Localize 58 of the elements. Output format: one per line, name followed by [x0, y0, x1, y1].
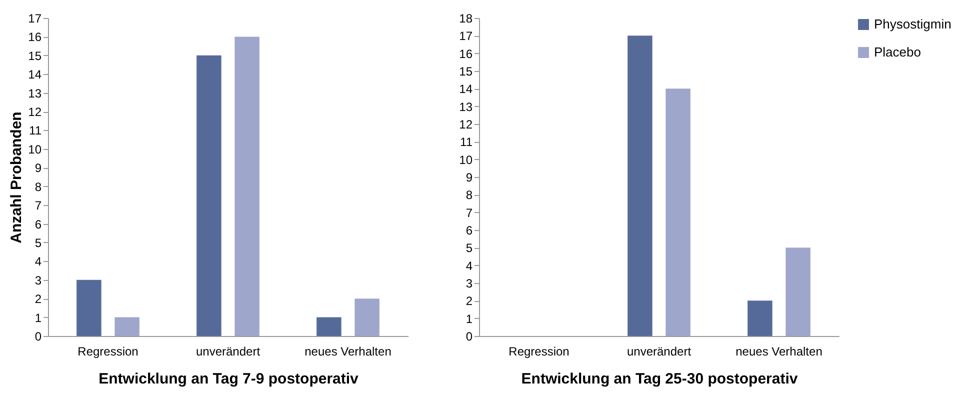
x-axis-title: Entwicklung an Tag 25-30 postoperativ	[521, 370, 798, 388]
bar	[786, 248, 810, 336]
y-tick-label: 14	[28, 68, 42, 82]
y-tick-label: 6	[34, 217, 42, 232]
y-tick-label: 10	[459, 152, 473, 167]
x-tick-label: Regression	[78, 344, 138, 358]
y-tick-label: 17	[459, 29, 473, 44]
y-tick-label: 3	[34, 273, 42, 288]
y-tick-label: 2	[34, 292, 42, 306]
y-axis-title: Anzahl Probanden	[8, 112, 26, 244]
y-tick-label: 11	[460, 135, 473, 150]
y-tick-label: 16	[459, 46, 473, 61]
y-tick-label: 15	[28, 48, 42, 63]
legend-label: Placebo	[874, 44, 921, 60]
y-tick-label: 12	[459, 118, 473, 132]
y-tick-label: 9	[466, 170, 473, 184]
y-tick-label: 17	[28, 12, 42, 26]
y-tick-label: 4	[34, 254, 42, 269]
bar	[354, 298, 380, 336]
bar	[666, 88, 690, 336]
y-tick-label: 5	[466, 241, 473, 256]
bar	[76, 280, 102, 336]
legend-label: Physostigmin	[874, 16, 952, 32]
y-tick-label: 18	[459, 12, 473, 26]
bar	[628, 36, 652, 336]
y-tick-label: 9	[34, 161, 42, 176]
y-tick-label: 3	[466, 276, 473, 290]
x-tick-label: unverändert	[196, 344, 261, 358]
x-tick-label: neues Verhalten	[736, 344, 822, 358]
y-tick-label: 2	[466, 294, 473, 308]
y-tick-label: 13	[459, 100, 473, 114]
y-tick-label: 8	[34, 180, 42, 194]
x-tick-label: Regression	[508, 344, 570, 358]
y-tick-label: 0	[34, 330, 42, 344]
y-tick-label: 16	[28, 30, 42, 44]
y-tick-label: 12	[28, 105, 42, 120]
x-axis-title: Entwicklung an Tag 7-9 postoperativ	[98, 370, 360, 388]
y-tick-label: 11	[29, 124, 42, 138]
bar	[114, 317, 140, 336]
y-tick-label: 15	[459, 64, 473, 78]
y-tick-label: 5	[34, 236, 42, 250]
bar	[748, 300, 772, 336]
y-tick-label: 7	[34, 198, 42, 213]
y-tick-label: 1	[466, 312, 473, 326]
y-tick-label: 14	[459, 82, 473, 96]
bar	[316, 317, 342, 336]
y-tick-label: 6	[466, 224, 473, 238]
y-tick-label: 10	[28, 142, 42, 156]
bar	[196, 55, 222, 336]
x-tick-label: unverändert	[626, 344, 692, 358]
y-tick-label: 13	[28, 86, 42, 100]
y-tick-label: 7	[466, 206, 473, 220]
bar	[234, 36, 260, 336]
y-tick-label: 1	[34, 310, 42, 325]
y-tick-label: 0	[466, 330, 473, 344]
y-tick-label: 4	[466, 258, 473, 273]
x-tick-label: neues Verhalten	[304, 344, 392, 358]
y-tick-label: 8	[466, 188, 473, 202]
